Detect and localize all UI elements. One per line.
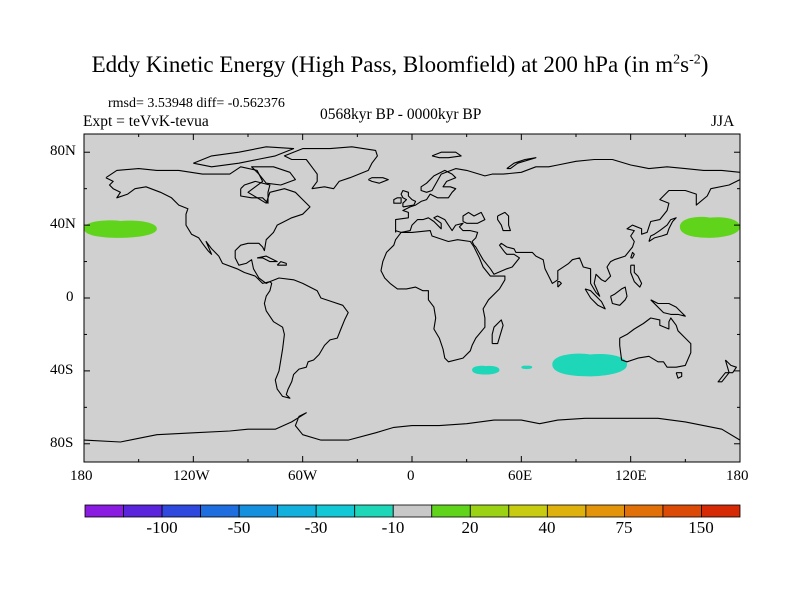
colorbar-swatch <box>469 504 510 518</box>
philippines-coast <box>630 264 643 288</box>
colorbar-swatch <box>701 504 741 518</box>
tasmania-coast <box>675 372 683 379</box>
lon-label-0: 0 <box>407 468 415 484</box>
madagascar-coast <box>491 319 504 345</box>
colorbar-swatch <box>662 504 702 518</box>
australia-coast <box>619 317 692 368</box>
new-zealand-coast <box>717 359 737 383</box>
caspian-coast <box>497 211 511 232</box>
colorbar-swatch <box>277 504 317 518</box>
baffin-island-coast <box>251 166 296 186</box>
plot-title: Eddy Kinetic Energy (High Pass, Bloomfie… <box>91 52 709 77</box>
taiwan-coast <box>630 251 635 259</box>
uk-coast <box>400 189 417 208</box>
cuba-coast <box>256 255 278 263</box>
north-pacific-east-patch <box>679 216 740 238</box>
lon-label-120e: 120E <box>615 468 647 484</box>
lon-label-60w: 60W <box>288 468 318 484</box>
colorbar-swatch <box>624 504 664 518</box>
greenland-coast <box>283 146 378 190</box>
south-atlantic-indian-patch <box>472 365 500 375</box>
north-pacific-west-patch <box>84 220 157 238</box>
hispaniola-coast <box>276 261 287 266</box>
colorbar-label: 20 <box>461 518 479 537</box>
colorbar-label: -100 <box>146 518 178 537</box>
black-sea-coast <box>462 211 486 224</box>
stats-line: rmsd= 3.53948 diff= -0.562376 <box>108 96 285 111</box>
lat-label-0: 0 <box>66 289 74 305</box>
eurasia-south-coast <box>395 179 741 297</box>
hudson-bay-coast <box>240 180 271 204</box>
colorbar-swatch <box>508 504 548 518</box>
lon-label-180w: 180 <box>70 468 93 484</box>
colorbar-label: 150 <box>688 518 714 537</box>
svalbard-coast <box>431 151 462 159</box>
colorbar-swatch <box>200 504 240 518</box>
north-america-coast <box>105 166 311 284</box>
eurasia-coast <box>395 158 741 233</box>
lat-label-40s: 40S <box>50 362 74 378</box>
colorbar-label: -30 <box>304 518 328 537</box>
sumatra-coast <box>584 288 606 310</box>
colorbar-label: 40 <box>538 518 556 537</box>
experiment-label: Expt = teVvK-tevua <box>83 113 209 130</box>
lon-label-180e: 180 <box>726 468 749 484</box>
lat-label-80s: 80S <box>50 435 74 451</box>
colorbar-label: 75 <box>615 518 633 537</box>
colorbar-swatch <box>392 504 433 518</box>
colorbar-swatch <box>431 504 471 518</box>
period-label: 0568kyr BP - 0000kyr BP <box>320 106 482 123</box>
colorbar-swatch <box>84 504 124 518</box>
colorbar-swatch <box>585 504 625 518</box>
new-guinea-coast <box>650 299 686 317</box>
south-america-coast <box>263 277 349 399</box>
arctic-islands-coast <box>193 146 295 168</box>
sri-lanka-coast <box>557 281 562 288</box>
colorbar-swatch <box>315 504 356 518</box>
anomaly-layer <box>84 216 740 377</box>
japan-coast <box>648 217 677 242</box>
lon-label-60e: 60E <box>508 468 533 484</box>
colorbar-label: -10 <box>381 518 405 537</box>
south-indian-large-patch <box>552 353 628 377</box>
africa-coast <box>380 230 506 363</box>
colorbar-swatch <box>546 504 587 518</box>
antarctica-coast <box>83 412 741 443</box>
map-background <box>84 134 740 462</box>
season-label: JJA <box>711 113 735 130</box>
colorbar-label: -50 <box>227 518 251 537</box>
colorbar-swatch <box>161 504 201 518</box>
coastline-layer <box>83 146 741 443</box>
colorbar-swatch <box>123 504 163 518</box>
colorbar <box>84 504 741 518</box>
south-indian-small-patch <box>521 365 533 370</box>
colorbar-swatch <box>354 504 394 518</box>
lon-label-120w: 120W <box>173 468 210 484</box>
novaya-zemlya-coast <box>506 157 537 170</box>
borneo-coast <box>610 286 628 306</box>
lat-label-40n: 40N <box>50 216 76 232</box>
lat-label-80n: 80N <box>50 143 76 159</box>
ireland-coast <box>393 197 402 204</box>
iceland-coast <box>368 177 389 184</box>
axis-ticks <box>83 134 741 462</box>
colorbar-swatch <box>238 504 279 518</box>
